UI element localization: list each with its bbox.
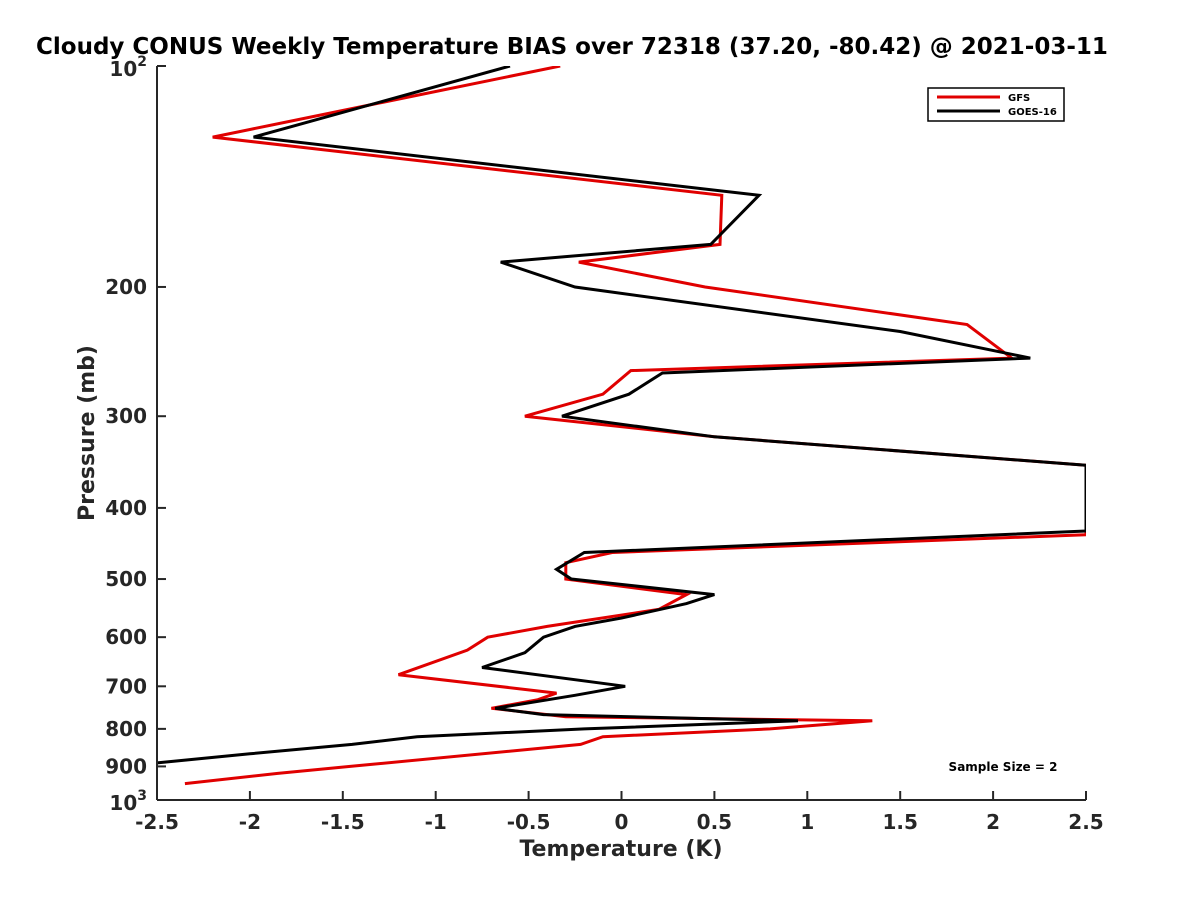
x-tick-label: 0.5 xyxy=(697,810,732,834)
x-tick-label: 2.5 xyxy=(1068,810,1103,834)
series-group xyxy=(157,66,1086,786)
y-axis-label: Pressure (mb) xyxy=(75,345,100,521)
y-tick-label: 600 xyxy=(105,625,147,649)
legend-label-goes-16: GOES-16 xyxy=(1008,107,1057,118)
y-tick-label: 500 xyxy=(105,567,147,591)
series-line-gfs xyxy=(184,66,1086,786)
x-tick-label: -0.5 xyxy=(507,810,551,834)
y-tick-label: 400 xyxy=(105,496,147,520)
y-tick-label: 200 xyxy=(105,275,147,299)
sample-size-annotation: Sample Size = 2 xyxy=(949,760,1058,774)
y-tick-label: 700 xyxy=(105,674,147,698)
x-tick-label: 2 xyxy=(986,810,1000,834)
legend-box xyxy=(927,87,1065,122)
legend: GFS GOES-16 xyxy=(927,87,1065,122)
x-tick-label: -2 xyxy=(239,810,261,834)
y-tick-label: 800 xyxy=(105,717,147,741)
x-tick-label: 0 xyxy=(615,810,629,834)
x-axis: -2.5 -2 -1.5 -1 -0.5 0 0.5 1 1.5 2 2.5 xyxy=(135,791,1104,834)
chart-title: Cloudy CONUS Weekly Temperature BIAS ove… xyxy=(36,34,1108,60)
series-line-goes-16 xyxy=(157,66,1086,765)
x-axis-label: Temperature (K) xyxy=(519,837,722,862)
x-tick-label: -2.5 xyxy=(135,810,179,834)
plot-area xyxy=(157,66,1086,786)
x-tick-label: -1 xyxy=(425,810,447,834)
y-axis: 102 200 300 400 500 600 700 800 900 103 xyxy=(105,54,166,815)
y-tick-label: 900 xyxy=(105,754,147,778)
x-tick-label: 1.5 xyxy=(882,810,917,834)
y-tick-label: 103 xyxy=(109,788,147,815)
y-tick-label: 300 xyxy=(105,404,147,428)
x-tick-label: 1 xyxy=(800,810,814,834)
x-tick-label: -1.5 xyxy=(321,810,365,834)
y-tick-label: 102 xyxy=(109,54,147,81)
legend-label-gfs: GFS xyxy=(1008,93,1030,104)
